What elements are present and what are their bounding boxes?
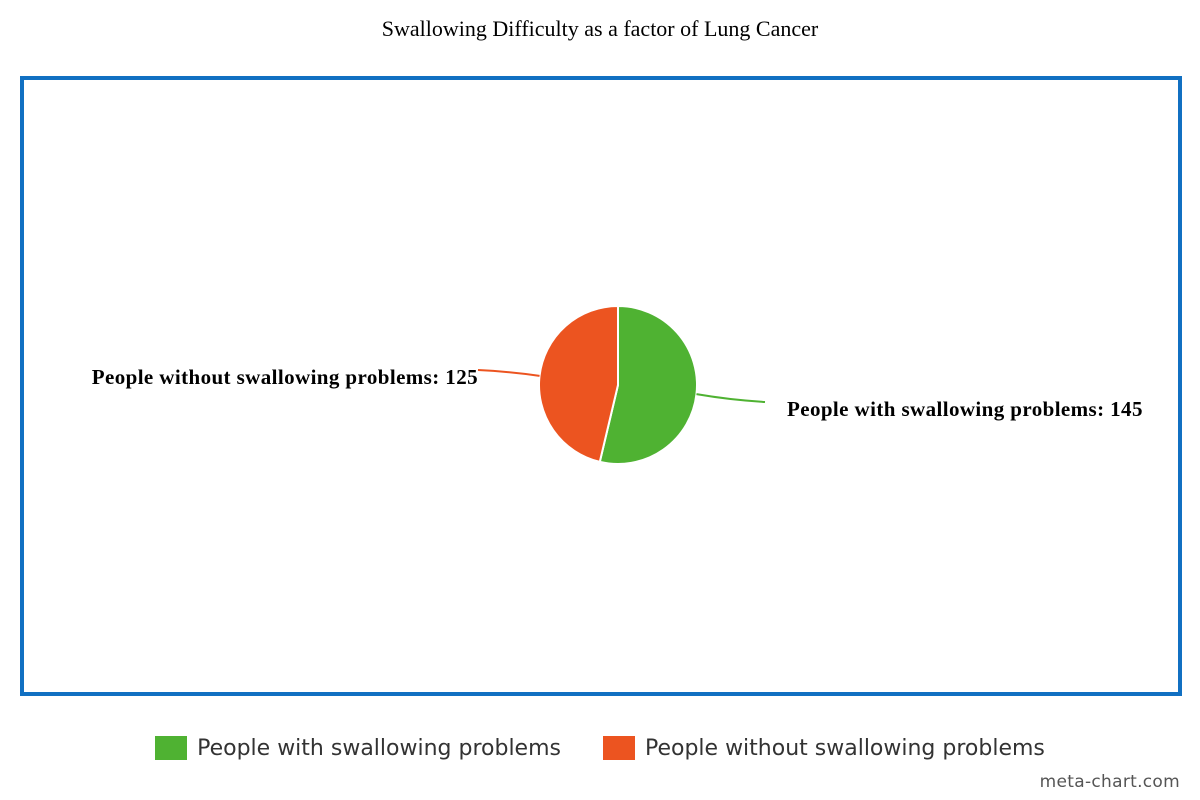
legend-item-with-problems[interactable]: People with swallowing problems (155, 736, 561, 761)
legend-swatch-without-problems (602, 736, 635, 760)
legend-label-with-problems: People with swallowing problems (197, 735, 561, 761)
legend-item-without-problems[interactable]: People without swallowing problems (602, 735, 1045, 761)
label-connector-without-problems (477, 369, 540, 377)
legend-swatch-with-problems (155, 736, 188, 760)
legend-label-without-problems: People without swallowing problems (644, 735, 1045, 761)
legend: People with swallowing problems People w… (0, 733, 1200, 763)
credit-link[interactable]: meta-chart.com (1039, 772, 1180, 792)
data-label-without-problems: People without swallowing problems: 125 (92, 365, 478, 389)
pie-slices (538, 304, 698, 465)
pie-slice-with-problems[interactable] (598, 304, 698, 465)
label-connector-with-problems (696, 393, 766, 403)
data-label-with-problems: People with swallowing problems: 145 (787, 397, 1143, 421)
pie-slice-without-problems[interactable] (538, 304, 619, 464)
pie-data-labels: People with swallowing problems: 145 Peop… (92, 365, 1143, 421)
chart-title: Swallowing Difficulty as a factor of Lun… (381, 16, 819, 41)
